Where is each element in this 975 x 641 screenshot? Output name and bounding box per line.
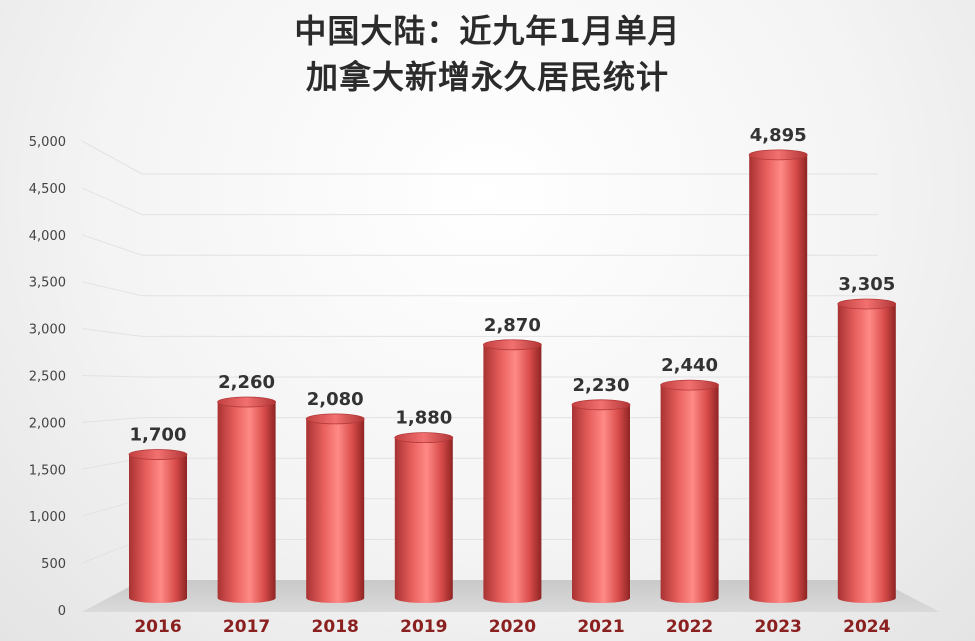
y-tick-label: 4,500 <box>29 182 66 197</box>
data-label: 2,870 <box>484 315 541 336</box>
y-tick-label: 3,000 <box>29 323 66 338</box>
data-label: 2,440 <box>661 355 718 376</box>
bar-body <box>394 437 453 603</box>
bar-body <box>483 344 542 603</box>
y-tick-label: 4,000 <box>29 229 66 244</box>
bar-cap <box>128 449 188 460</box>
x-tick-label: 2023 <box>755 617 802 637</box>
y-tick-label: 3,500 <box>29 276 66 291</box>
x-tick-label: 2019 <box>400 617 447 637</box>
y-axis: 0 500 1,000 1,500 2,000 2,500 3,000 3,500 4,000 4… <box>29 135 66 619</box>
data-label: 2,260 <box>218 372 275 393</box>
bar-cap <box>305 413 365 425</box>
bar-2018 <box>305 413 365 603</box>
bar-cap <box>660 379 719 391</box>
bar-2020 <box>483 339 542 603</box>
bar-cap <box>217 396 277 408</box>
x-tick-label: 2017 <box>223 617 270 637</box>
bar-cap <box>748 149 808 161</box>
gridline-diag <box>81 140 143 175</box>
bar-cap <box>571 399 631 411</box>
bar-body <box>837 303 896 603</box>
x-axis: 2016 2017 2018 2019 2020 2021 2022 2023 2024 <box>134 617 890 637</box>
bar-body <box>572 404 630 603</box>
bar-2024 <box>837 298 897 603</box>
bar-body <box>129 454 187 603</box>
bar-2017 <box>217 396 277 603</box>
gridline-diag <box>81 328 143 337</box>
bar-2021 <box>571 399 631 603</box>
bars <box>128 149 897 603</box>
y-tick-label: 500 <box>41 557 66 572</box>
chart-title-line-2: 加拿大新增永久居民统计 <box>305 58 669 96</box>
bar-cap <box>394 432 454 444</box>
bar-body <box>306 418 365 603</box>
chart-title-line-1: 中国大陆：近九年1月单月 <box>294 12 681 50</box>
y-tick-label: 2,000 <box>29 416 66 431</box>
data-label: 2,230 <box>573 375 630 396</box>
x-tick-label: 2024 <box>843 617 890 637</box>
x-tick-label: 2016 <box>134 617 181 637</box>
bar-cap <box>837 298 897 310</box>
data-label: 4,895 <box>750 125 807 146</box>
y-tick-label: 1,500 <box>29 463 66 478</box>
gridline-diag <box>81 417 143 423</box>
bar-2022 <box>660 379 719 603</box>
y-tick-label: 0 <box>58 604 66 619</box>
bar-2016 <box>128 449 188 603</box>
data-label: 1,880 <box>395 408 452 429</box>
value-labels: 1,700 2,260 2,080 1,880 2,870 2,230 2,440 4,895… <box>130 125 896 446</box>
x-tick-label: 2022 <box>666 617 713 637</box>
gridline-diag <box>81 281 143 297</box>
x-tick-label: 2021 <box>577 617 624 637</box>
bar-body <box>660 385 719 603</box>
y-tick-label: 1,000 <box>29 510 66 525</box>
bar-body <box>217 402 276 603</box>
data-label: 3,305 <box>838 274 895 295</box>
data-label: 2,080 <box>307 389 364 410</box>
y-tick-label: 5,000 <box>29 135 66 150</box>
x-tick-label: 2018 <box>312 617 359 637</box>
x-tick-label: 2020 <box>489 617 536 637</box>
bar-2023 <box>748 149 808 603</box>
bar-body <box>749 154 808 603</box>
data-label: 1,700 <box>130 425 187 446</box>
y-tick-label: 2,500 <box>29 370 66 385</box>
bar-cap <box>483 339 542 351</box>
bar-2019 <box>394 432 454 603</box>
gridline-diag <box>81 375 143 378</box>
chart-title: 中国大陆：近九年1月单月 加拿大新增永久居民统计 <box>0 8 975 100</box>
gridline-diag <box>81 234 143 256</box>
gridline-diag <box>81 187 143 216</box>
